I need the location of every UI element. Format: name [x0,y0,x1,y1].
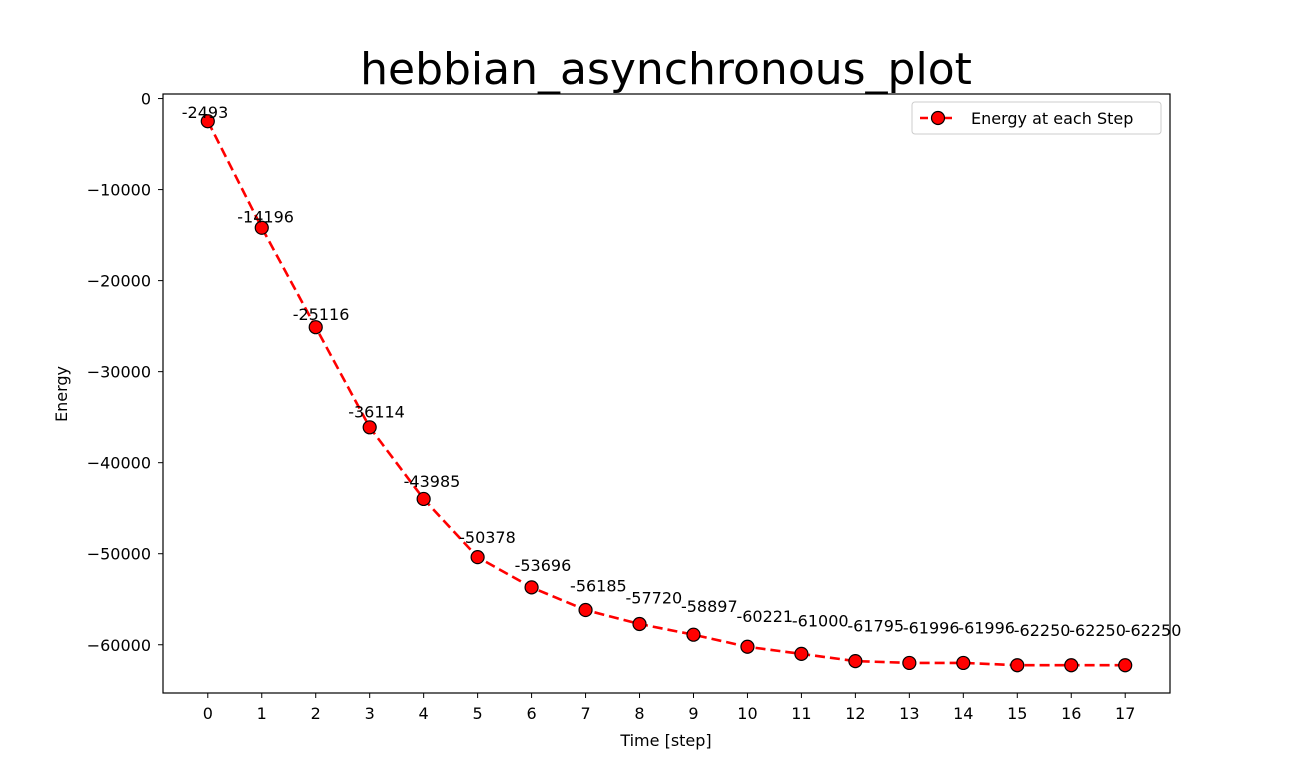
x-tick-label: 3 [365,704,375,723]
data-labels: -2493 -14196 -25116 -36114 -43985 -50378 -5369… [182,103,1182,640]
x-tick-label: 0 [203,704,213,723]
data-point [956,655,971,671]
x-axis-label: Time [step] [619,731,711,750]
data-point [1118,658,1133,673]
data-label: -61996 [903,619,960,638]
data-label: -25116 [293,305,350,324]
data-point [524,580,539,595]
data-label: -62250 [1014,621,1071,640]
y-tick-label: −20000 [87,272,151,291]
data-point [308,320,323,335]
x-tick-label: 16 [1061,704,1081,723]
data-label: -36114 [348,403,405,422]
x-tick-label: 10 [737,704,757,723]
x-tick-label: 17 [1115,704,1135,723]
x-tick-label: 11 [791,704,811,723]
data-point [848,653,863,669]
data-point [470,550,485,565]
data-label: -53696 [515,556,572,575]
data-label: -2493 [182,103,229,122]
y-axis: 0 −10000 −20000 −30000 −40000 −50000 −60000 [87,90,163,655]
data-point [902,655,917,671]
x-tick-label: 14 [953,704,973,723]
series-markers [200,114,1133,673]
data-label: -61795 [847,617,904,636]
data-label: -14196 [237,208,294,227]
data-point [200,114,215,129]
data-label: -61996 [958,619,1015,638]
data-label: -60221 [736,607,793,626]
data-point [740,639,755,654]
y-tick-label: −30000 [87,363,151,382]
data-point [1064,658,1079,673]
data-label: -50378 [459,528,516,547]
y-tick-label: −40000 [87,454,151,473]
data-label: -58897 [681,597,738,616]
data-point [794,646,809,661]
x-tick-label: 8 [634,704,644,723]
plot-frame [162,93,1171,694]
data-point [416,491,431,507]
legend: Energy at each Step [911,101,1162,135]
data-label: -56185 [570,577,627,596]
x-tick-label: 2 [311,704,321,723]
y-tick-label: −10000 [87,181,151,200]
x-tick-label: 5 [473,704,483,723]
y-axis-label: Energy [52,366,71,422]
data-label: -61000 [792,612,849,631]
x-axis: 0 1 2 3 4 5 6 7 8 9 10 11 12 13 14 15 16 17 [203,693,1135,723]
series-line-energy [206,120,1126,667]
chart-title: hebbian_asynchronous_plot [360,44,972,95]
x-tick-label: 12 [845,704,865,723]
x-tick-label: 6 [526,704,536,723]
x-tick-label: 7 [580,704,590,723]
data-point [578,602,593,618]
data-point [254,220,269,235]
legend-marker-sample [930,110,946,126]
legend-label: Energy at each Step [971,109,1133,128]
data-point [1010,658,1025,673]
x-tick-label: 9 [688,704,698,723]
x-tick-label: 4 [419,704,429,723]
legend-box [911,101,1162,135]
x-tick-label: 15 [1007,704,1027,723]
y-tick-label: 0 [141,90,151,109]
y-tick-label: −50000 [87,545,151,564]
x-tick-label: 1 [257,704,267,723]
data-point [686,627,701,642]
y-tick-label: −60000 [87,636,151,655]
data-label: -62250 [1069,621,1126,640]
data-label: -62250 [1125,621,1182,640]
data-label: -57720 [626,588,683,607]
data-point [362,420,377,435]
data-label: -43985 [404,472,461,491]
data-point [632,616,647,632]
x-tick-label: 13 [899,704,919,723]
